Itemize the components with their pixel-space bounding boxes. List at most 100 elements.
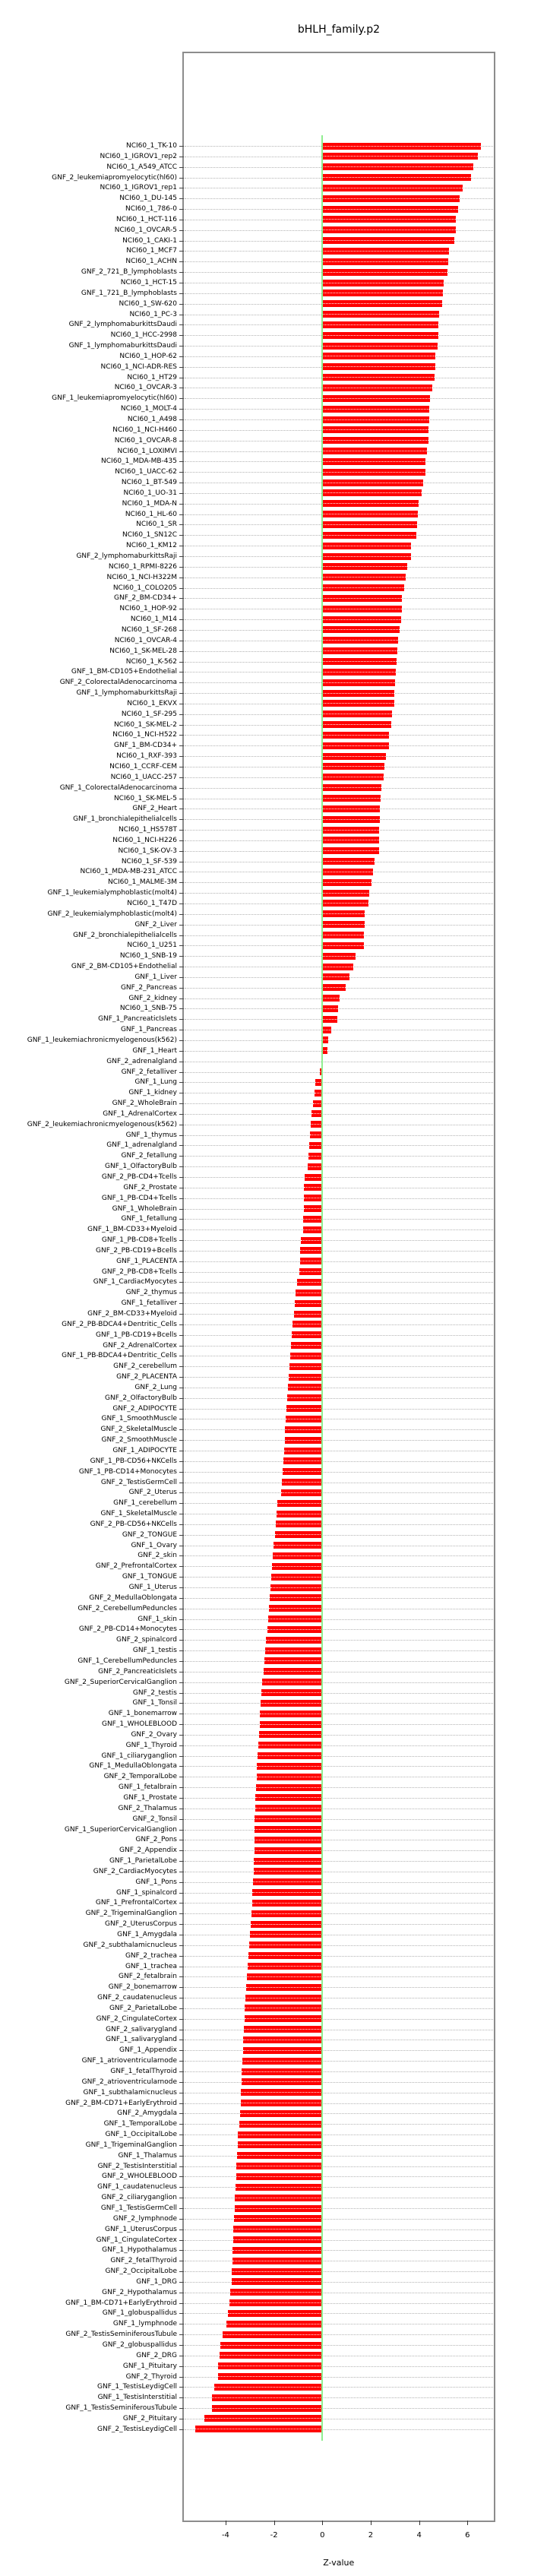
bar-dot-pattern [322,650,397,652]
row-label: NCI60_1_OVCAR-4 [114,636,177,644]
bar [322,279,444,286]
bar [322,311,440,318]
y-axis-tick [179,366,184,368]
bar-dot-pattern [308,1144,323,1146]
row-label: NCI60_1_RPMI-8226 [108,562,177,571]
row-label: GNF_2_adrenalgland [106,1057,177,1065]
y-axis-tick [179,2155,184,2157]
leader-line [184,1050,493,1052]
leader-line [184,2250,493,2252]
leader-line [184,1682,493,1683]
leader-line [184,1955,493,1957]
y-axis-tick [179,1471,184,1473]
row-label: GNF_1_PB-CD14+Monocytes [78,1467,177,1476]
y-axis-tick [179,1145,184,1147]
bar [272,1562,323,1570]
row-label: GNF_1_Hypothalamus [102,2246,177,2255]
row-label: GNF_1_CingulateCortex [96,2236,177,2244]
row-label: GNF_1_skin [138,1615,177,1623]
bar [322,805,381,812]
row-label: GNF_2_Tonsil [132,1815,177,1823]
row-label: GNF_1_SkeletalMuscle [100,1510,177,1518]
y-axis-tick [179,166,184,168]
bar [229,2299,323,2307]
y-axis-tick [179,2124,184,2125]
bar-dot-pattern [322,1018,337,1020]
bar-dot-pattern [322,587,405,589]
row-label: GNF_2_DRG [136,2351,177,2359]
bar [284,1436,323,1444]
row-label: GNF_1_adrenalgland [106,1141,177,1150]
bar-dot-pattern [322,397,430,399]
y-axis-tick [179,1440,184,1441]
bar-dot-pattern [242,2071,323,2072]
y-axis-tick [179,893,184,894]
bar-dot-pattern [252,1892,323,1894]
x-axis-title: Z-value [323,2558,355,2568]
bar [247,1963,323,1970]
y-axis-tick [179,2302,184,2304]
row-label: GNF_2_thymus [125,1289,177,1297]
bar-dot-pattern [322,829,380,831]
bar-dot-pattern [218,2376,323,2378]
bar-dot-pattern [241,2081,323,2083]
row-label: GNF_1_WHOLEBLOOD [101,1720,177,1729]
leader-line [184,1282,493,1283]
bar [231,2278,323,2286]
y-axis-tick [179,1818,184,1820]
leader-line [184,2366,493,2367]
row-label: GNF_2_PLACENTA [116,1373,177,1381]
leader-line [184,2345,493,2347]
row-label: NCI60_1_BT-549 [121,479,177,487]
leader-line [184,1913,493,1915]
row-label: NCI60_1_EKVX [127,699,177,707]
leader-line [184,2176,493,2178]
bar-dot-pattern [274,1545,323,1546]
bar-dot-pattern [307,1166,323,1167]
bar [255,1815,323,1823]
bar-dot-pattern [248,1955,323,1957]
y-axis-tick [179,1797,184,1799]
row-label: GNF_1_kidney [128,1089,177,1097]
bar [250,1931,323,1938]
y-axis-tick [179,398,184,400]
y-axis-tick [179,1113,184,1115]
row-label: GNF_2_Pons [135,1836,177,1844]
bar [293,1310,323,1318]
bar-dot-pattern [243,2029,323,2030]
row-label: GNF_1_lymphomaburkittsRaji [76,689,177,698]
row-label: GNF_1_lymphomaburkittsDaudi [68,342,177,350]
row-label: GNF_2_ADIPOCYTE [112,1404,177,1413]
row-label: GNF_1_TestisLeydigCell [97,2383,177,2391]
bar [312,1100,323,1107]
row-label: GNF_1_721_B_lymphoblasts [81,289,177,297]
bar-dot-pattern [258,1734,323,1736]
y-axis-tick [179,2176,184,2178]
y-axis-tick [179,1755,184,1757]
row-label: NCI60_1_IGROV1_rep2 [100,152,177,160]
y-axis-tick [179,209,184,210]
leader-line [184,2239,493,2241]
leader-line [184,2144,493,2146]
row-label: GNF_1_Liver [134,973,177,981]
y-axis-tick [179,229,184,231]
row-label: GNF_1_Thalamus [118,2151,177,2160]
row-label: GNF_2_PrefrontalCortex [95,1562,177,1571]
row-label: GNF_2_CerebellumPeduncles [77,1604,177,1612]
leader-line [184,1198,493,1199]
bar-dot-pattern [255,1808,323,1809]
bar-dot-pattern [322,597,403,599]
bar-dot-pattern [315,1081,323,1083]
leader-line [184,1219,493,1220]
y-axis-tick [179,1071,184,1073]
bar [236,2163,323,2170]
row-label: NCI60_1_UACC-257 [110,773,177,781]
y-axis-tick [179,787,184,789]
leader-line [184,1429,493,1431]
y-axis-tick [179,956,184,957]
bar [255,1783,323,1791]
bar-dot-pattern [255,1818,323,1820]
y-axis-tick [179,903,184,904]
bar-dot-pattern [322,377,435,378]
y-axis-tick [179,1766,184,1767]
